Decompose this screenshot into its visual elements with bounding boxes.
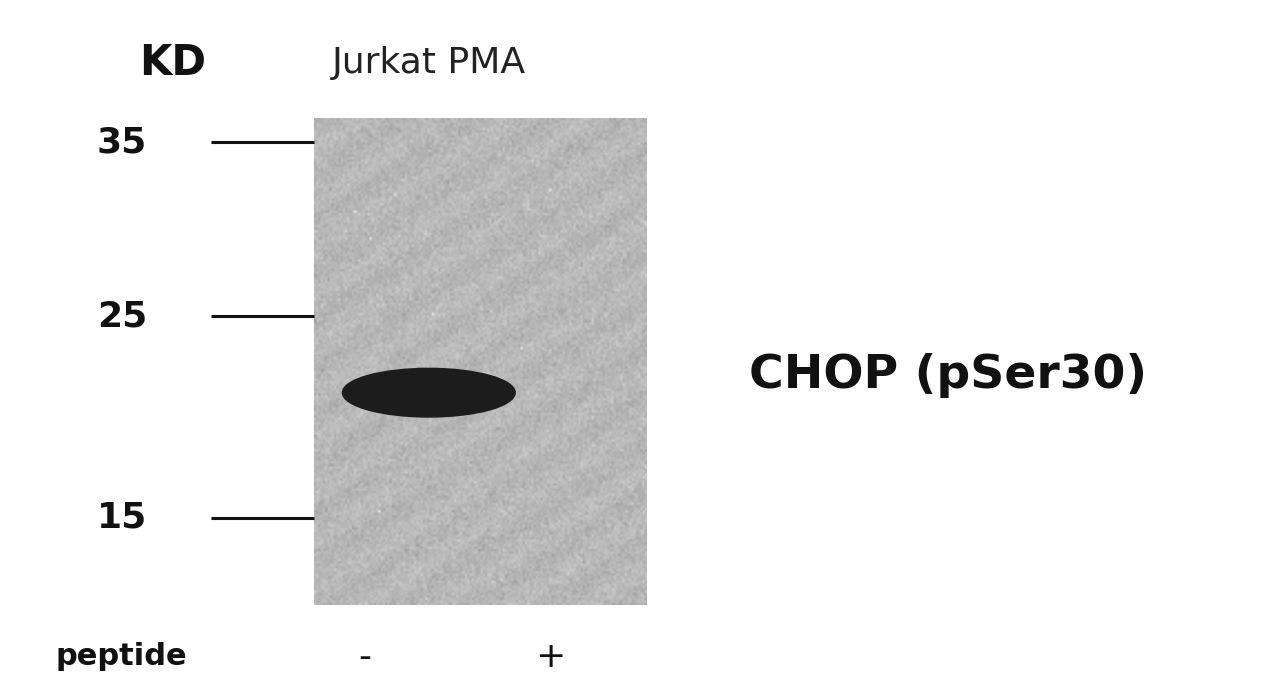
Ellipse shape	[343, 368, 516, 417]
Text: 15: 15	[97, 501, 147, 534]
Ellipse shape	[369, 375, 489, 409]
Ellipse shape	[356, 372, 502, 414]
Text: 35: 35	[97, 126, 147, 159]
Text: KD: KD	[140, 42, 206, 83]
Text: CHOP (pSer30): CHOP (pSer30)	[749, 353, 1147, 398]
Text: -: -	[358, 640, 371, 673]
Text: Jurkat PMA: Jurkat PMA	[332, 46, 526, 79]
Text: +: +	[535, 640, 566, 673]
Text: peptide: peptide	[56, 642, 187, 671]
Text: 25: 25	[97, 300, 147, 333]
